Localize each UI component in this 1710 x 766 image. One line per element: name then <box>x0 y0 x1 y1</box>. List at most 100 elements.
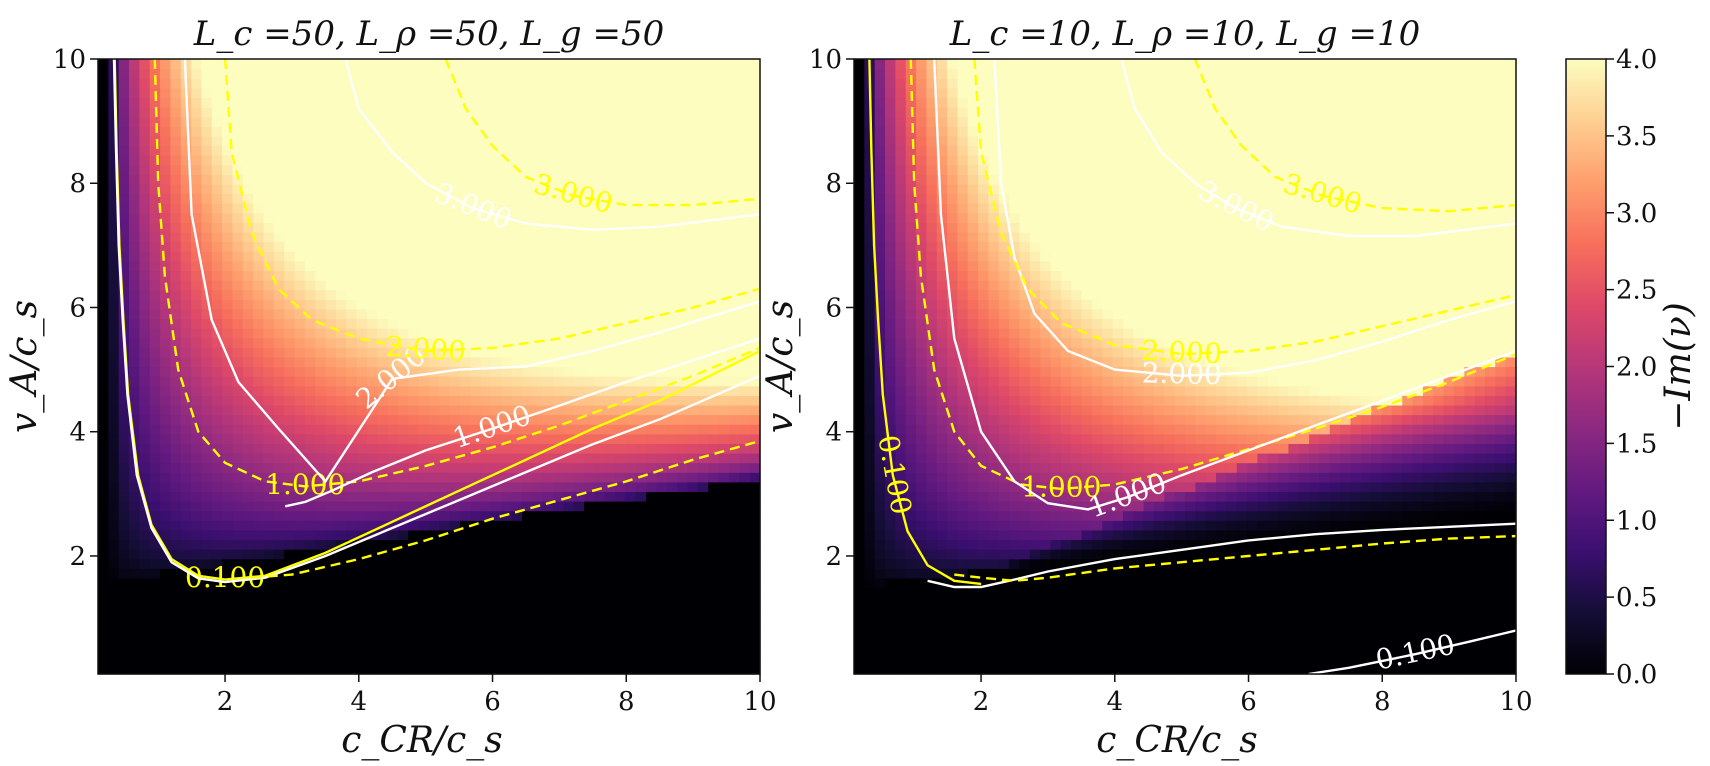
heatmap-cell <box>470 539 481 549</box>
heatmap-cell <box>926 626 937 636</box>
heatmap-cell <box>129 270 140 280</box>
heatmap-cell <box>357 184 368 194</box>
heatmap-cell <box>98 318 109 328</box>
heatmap-cell <box>916 194 927 204</box>
heatmap-cell <box>470 136 481 146</box>
heatmap-cell <box>729 270 740 280</box>
heatmap-cell <box>315 88 326 98</box>
heatmap-cell <box>119 194 130 204</box>
heatmap-cell <box>98 443 109 453</box>
heatmap-cell <box>677 328 688 338</box>
heatmap-cell <box>895 626 906 636</box>
heatmap-cell <box>439 107 450 117</box>
heatmap-cell <box>729 434 740 444</box>
heatmap-cell <box>864 347 875 357</box>
heatmap-cell <box>626 251 637 261</box>
heatmap-cell <box>605 97 616 107</box>
heatmap-cell <box>419 405 430 415</box>
heatmap-cell <box>708 597 719 607</box>
heatmap-cell <box>543 645 554 655</box>
heatmap-cell <box>129 261 140 271</box>
heatmap-cell <box>315 424 326 434</box>
heatmap-cell <box>222 270 233 280</box>
heatmap-cell <box>532 395 543 405</box>
heatmap-cell <box>595 588 606 598</box>
heatmap-cell <box>698 270 709 280</box>
heatmap-cell <box>532 415 543 425</box>
heatmap-cell <box>688 117 699 127</box>
heatmap-cell <box>719 597 730 607</box>
heatmap-cell <box>108 559 119 569</box>
heatmap-cell <box>295 424 306 434</box>
heatmap-cell <box>253 501 264 511</box>
heatmap-cell <box>357 59 368 69</box>
heatmap-cell <box>326 434 337 444</box>
heatmap-cell <box>243 367 254 377</box>
heatmap-cell <box>170 203 181 213</box>
heatmap-cell <box>895 328 906 338</box>
heatmap-cell <box>222 261 233 271</box>
heatmap-cell <box>232 117 243 127</box>
heatmap-cell <box>688 559 699 569</box>
heatmap-cell <box>346 549 357 559</box>
heatmap-cell <box>232 539 243 549</box>
heatmap-cell <box>295 213 306 223</box>
heatmap-cell <box>243 280 254 290</box>
heatmap-cell <box>688 568 699 578</box>
heatmap-cell <box>98 655 109 665</box>
heatmap-cell <box>719 434 730 444</box>
heatmap-cell <box>636 434 647 444</box>
heatmap-cell <box>532 655 543 665</box>
heatmap-cell <box>160 616 171 626</box>
heatmap-cell <box>553 645 564 655</box>
heatmap-cell <box>460 242 471 252</box>
heatmap-cell <box>191 136 202 146</box>
heatmap-cell <box>646 607 657 617</box>
heatmap-cell <box>201 472 212 482</box>
heatmap-cell <box>160 145 171 155</box>
heatmap-cell <box>646 539 657 549</box>
heatmap-cell <box>978 636 989 646</box>
heatmap-cell <box>739 607 750 617</box>
heatmap-cell <box>636 280 647 290</box>
heatmap-cell <box>522 78 533 88</box>
heatmap-cell <box>968 645 979 655</box>
heatmap-cell <box>636 88 647 98</box>
heatmap-cell <box>139 174 150 184</box>
heatmap-cell <box>719 453 730 463</box>
heatmap-cell <box>698 88 709 98</box>
heatmap-cell <box>346 232 357 242</box>
heatmap-cell <box>677 367 688 377</box>
heatmap-cell <box>605 69 616 79</box>
heatmap-cell <box>181 472 192 482</box>
heatmap-cell <box>357 328 368 338</box>
heatmap-cell <box>864 568 875 578</box>
heatmap-cell <box>232 530 243 540</box>
heatmap-cell <box>243 453 254 463</box>
heatmap-cell <box>160 664 171 674</box>
heatmap-cell <box>419 415 430 425</box>
heatmap-cell <box>119 434 130 444</box>
heatmap-cell <box>532 597 543 607</box>
heatmap-cell <box>243 405 254 415</box>
heatmap-cell <box>605 78 616 88</box>
heatmap-cell <box>326 194 337 204</box>
heatmap-cell <box>968 59 979 69</box>
heatmap-cell <box>543 107 554 117</box>
heatmap-cell <box>947 636 958 646</box>
heatmap-cell <box>553 213 564 223</box>
heatmap-cell <box>854 578 865 588</box>
heatmap-cell <box>854 338 865 348</box>
heatmap-cell <box>563 126 574 136</box>
heatmap-cell <box>553 232 564 242</box>
heatmap-cell <box>574 88 585 98</box>
heatmap-cell <box>563 626 574 636</box>
heatmap-cell <box>388 588 399 598</box>
heatmap-cell <box>926 395 937 405</box>
heatmap-cell <box>615 155 626 165</box>
heatmap-cell <box>243 443 254 453</box>
heatmap-cell <box>201 107 212 117</box>
heatmap-cell <box>191 539 202 549</box>
heatmap-cell <box>708 472 719 482</box>
heatmap-cell <box>295 126 306 136</box>
